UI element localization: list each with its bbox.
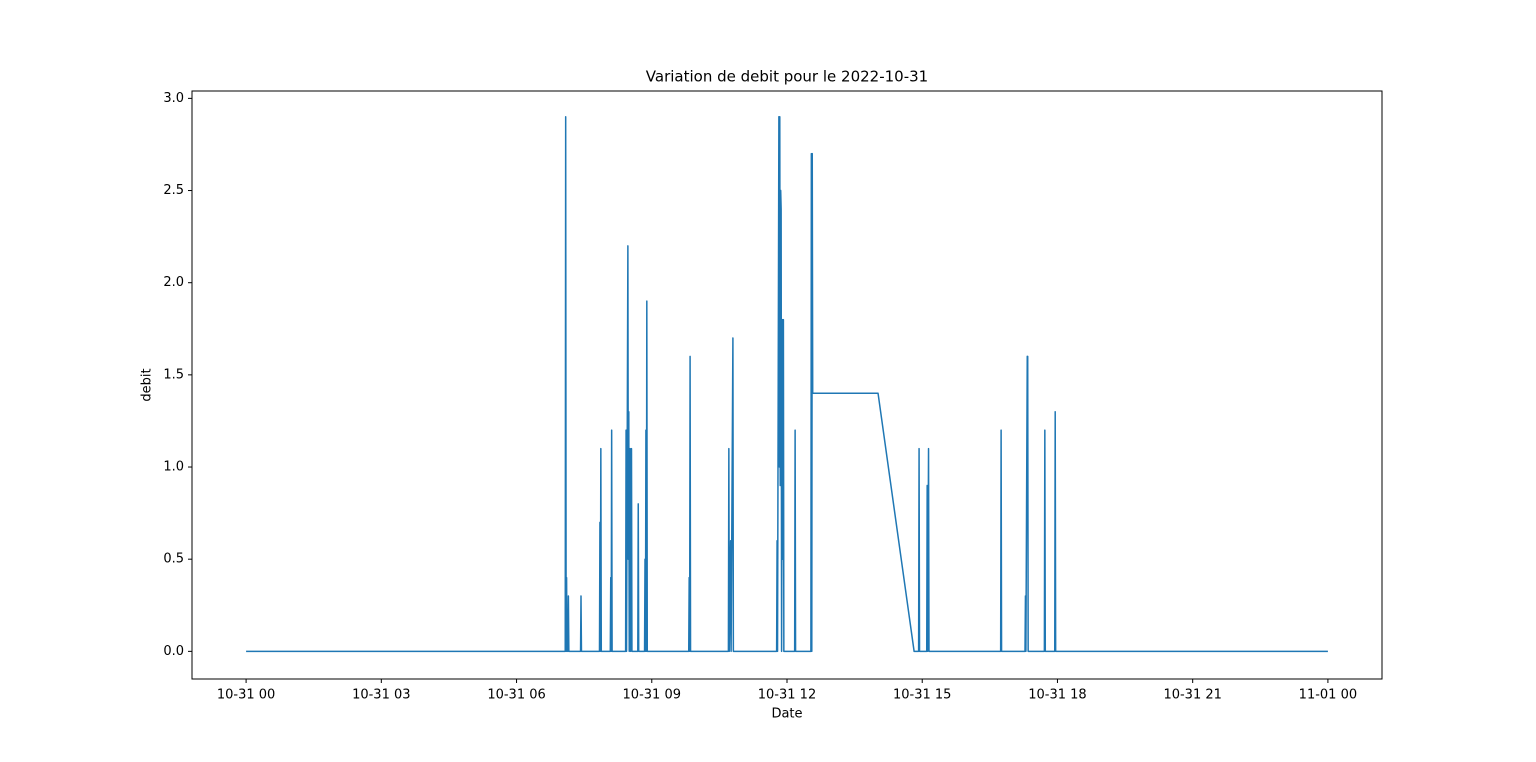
y-axis-label: debit [140,368,155,401]
x-tick-label: 10-31 06 [487,688,545,703]
y-tick-label: 3.0 [163,91,184,106]
y-tick-label: 0.0 [163,644,184,659]
y-tick-label: 0.5 [163,552,184,567]
x-tick-label: 10-31 12 [758,688,816,703]
y-tick-label: 2.0 [163,275,184,290]
x-tick-label: 10-31 00 [217,688,275,703]
x-tick-label: 10-31 15 [893,688,951,703]
y-tick-label: 1.0 [163,460,184,475]
x-tick-label: 11-01 00 [1299,688,1357,703]
y-tick-label: 2.5 [163,183,184,198]
x-tick-label: 10-31 03 [352,688,410,703]
plot-frame [191,90,1383,680]
x-tick-label: 10-31 09 [623,688,681,703]
x-axis-label: Date [771,707,802,722]
x-tick-label: 10-31 18 [1028,688,1086,703]
x-tick-label: 10-31 21 [1163,688,1221,703]
y-tick-label: 1.5 [163,367,184,382]
chart-title: Variation de debit pour le 2022-10-31 [646,68,928,86]
data-line [246,116,1328,653]
